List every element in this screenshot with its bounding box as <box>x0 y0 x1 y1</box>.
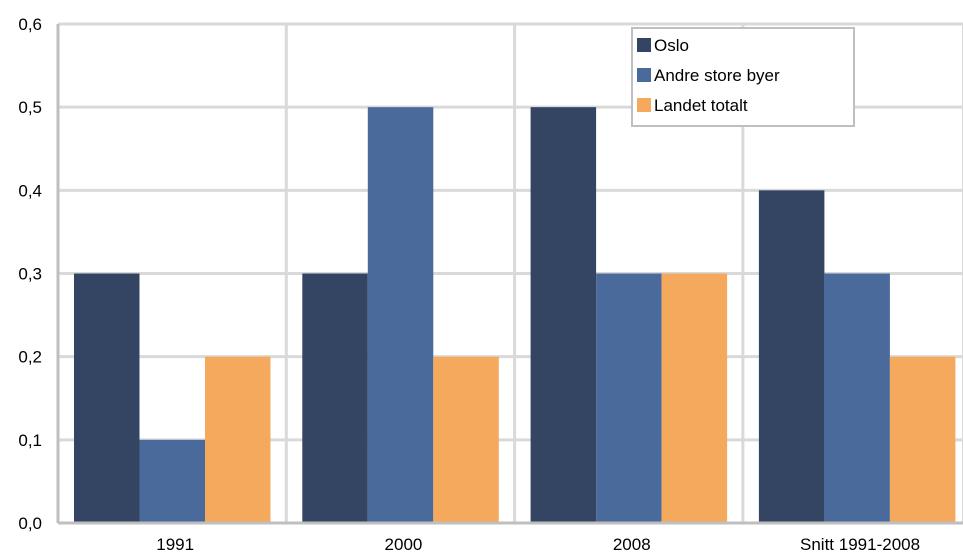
bar-oslo-0 <box>74 273 140 523</box>
bar-landet-totalt-3 <box>889 356 956 523</box>
y-tick-label: 0,5 <box>18 98 42 117</box>
bar-landet-totalt-0 <box>205 356 271 523</box>
legend-swatch <box>637 98 651 112</box>
y-tick-label: 0,3 <box>18 265 42 284</box>
x-tick-label: 1991 <box>156 535 194 554</box>
legend-label: Oslo <box>654 36 689 55</box>
bar-andre-store-byer-0 <box>139 439 205 523</box>
bar-oslo-1 <box>302 273 368 523</box>
y-tick-labels: 0,0 0,1 0,2 0,3 0,4 0,5 0,6 <box>18 15 42 533</box>
bars <box>74 107 956 524</box>
legend-label: Andre store byer <box>654 66 780 85</box>
bar-landet-totalt-2 <box>661 273 728 523</box>
y-tick-label: 0,6 <box>18 15 42 34</box>
x-tick-label: 2008 <box>613 535 651 554</box>
bar-andre-store-byer-1 <box>367 107 434 524</box>
legend: Oslo Andre store byer Landet totalt <box>631 27 855 127</box>
legend-swatch <box>637 38 651 52</box>
y-tick-label: 0,2 <box>18 348 42 367</box>
bar-landet-totalt-1 <box>433 356 499 523</box>
legend-box <box>631 27 855 127</box>
y-tick-label: 0,1 <box>18 431 42 450</box>
legend-label: Landet totalt <box>654 96 748 115</box>
bar-andre-store-byer-3 <box>824 273 890 523</box>
bar-oslo-2 <box>530 107 597 524</box>
axes <box>56 24 963 525</box>
bar-oslo-3 <box>758 190 825 524</box>
legend-swatch <box>637 68 651 82</box>
bar-andre-store-byer-2 <box>596 273 662 523</box>
x-tick-labels: 1991 2000 2008 Snitt 1991-2008 <box>156 535 920 554</box>
y-tick-label: 0,4 <box>18 181 42 200</box>
x-tick-label: 2000 <box>385 535 423 554</box>
y-tick-label: 0,0 <box>18 514 42 533</box>
x-tick-label: Snitt 1991-2008 <box>800 535 920 554</box>
